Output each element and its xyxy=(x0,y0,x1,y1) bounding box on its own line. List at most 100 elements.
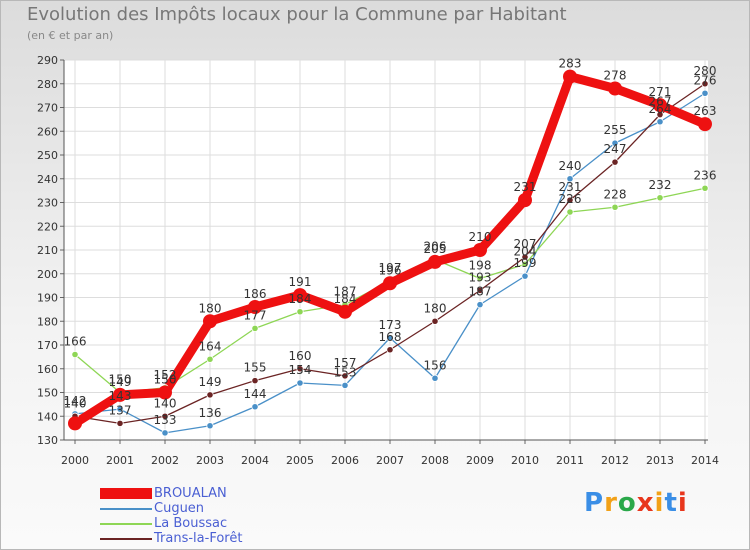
data-label-cuguen: 240 xyxy=(559,159,582,173)
data-point-broualan xyxy=(158,385,172,400)
data-point-trans-la-foret xyxy=(431,317,439,325)
y-tick-label: 260 xyxy=(37,125,58,138)
data-point-cuguen xyxy=(206,422,214,430)
data-point-la-boussac xyxy=(521,260,529,268)
data-point-trans-la-foret xyxy=(116,419,124,427)
data-point-broualan xyxy=(68,416,82,431)
x-tick-label: 2007 xyxy=(376,454,404,467)
legend-label-broualan: BROUALAN xyxy=(154,486,227,501)
data-label-trans-la-foret: 280 xyxy=(694,64,717,78)
data-point-cuguen xyxy=(476,301,484,309)
x-tick-label: 2008 xyxy=(421,454,449,467)
y-tick-label: 130 xyxy=(37,434,58,447)
data-label-cuguen: 264 xyxy=(649,102,672,116)
data-label-trans-la-foret: 168 xyxy=(379,330,402,344)
data-point-cuguen xyxy=(251,403,259,411)
legend-swatch-broualan xyxy=(100,488,152,499)
data-label-broualan: 150 xyxy=(154,373,177,387)
data-point-cuguen xyxy=(116,405,124,413)
data-point-cuguen xyxy=(161,429,169,437)
data-label-cuguen: 173 xyxy=(379,318,402,332)
data-label-cuguen: 143 xyxy=(109,389,132,403)
data-point-la-boussac xyxy=(476,274,484,283)
data-label-la-boussac: 164 xyxy=(199,339,222,353)
x-tick-label: 2006 xyxy=(331,454,359,467)
data-label-trans-la-foret: 157 xyxy=(334,356,357,370)
data-label-cuguen: 156 xyxy=(424,358,447,372)
logo-letter: t xyxy=(664,488,678,518)
data-label-la-boussac: 226 xyxy=(559,192,582,206)
x-tick-label: 2000 xyxy=(61,454,89,467)
legend-swatch-trans-la-foret xyxy=(100,538,152,540)
data-point-la-boussac xyxy=(656,194,664,202)
data-label-la-boussac: 198 xyxy=(469,259,492,273)
x-tick-label: 2004 xyxy=(241,454,269,467)
y-tick-label: 220 xyxy=(37,220,58,233)
data-point-cuguen xyxy=(521,272,529,280)
data-point-broualan xyxy=(698,117,712,132)
data-point-trans-la-foret xyxy=(251,377,259,385)
data-point-cuguen xyxy=(701,89,709,97)
data-point-trans-la-foret xyxy=(386,346,394,354)
data-label-trans-la-foret: 180 xyxy=(424,301,447,315)
data-point-broualan xyxy=(248,300,262,314)
y-tick-label: 170 xyxy=(37,339,58,352)
y-tick-label: 240 xyxy=(37,173,58,186)
data-point-broualan xyxy=(653,98,667,113)
data-label-broualan: 191 xyxy=(289,275,312,289)
x-tick-label: 2013 xyxy=(646,454,674,467)
data-label-broualan: 184 xyxy=(334,292,357,306)
logo-letter: i xyxy=(654,488,665,518)
data-point-la-boussac xyxy=(71,350,79,359)
x-tick-label: 2010 xyxy=(511,454,539,467)
data-label-la-boussac: 197 xyxy=(379,261,402,275)
data-point-trans-la-foret xyxy=(206,391,214,399)
data-point-broualan xyxy=(608,81,622,96)
data-point-trans-la-foret xyxy=(161,412,169,420)
data-point-la-boussac xyxy=(206,355,214,363)
x-tick-label: 2001 xyxy=(106,454,134,467)
data-label-trans-la-foret: 137 xyxy=(109,403,132,417)
data-point-la-boussac xyxy=(251,324,259,332)
data-point-broualan xyxy=(293,288,307,303)
data-point-la-boussac xyxy=(701,184,709,192)
y-tick-label: 190 xyxy=(37,292,58,305)
data-point-broualan xyxy=(563,69,577,84)
data-label-cuguen: 144 xyxy=(244,387,267,401)
data-label-la-boussac: 150 xyxy=(109,373,132,387)
data-label-cuguen: 276 xyxy=(694,73,717,87)
data-label-cuguen: 136 xyxy=(199,406,222,420)
data-label-la-boussac: 187 xyxy=(334,285,357,299)
logo-letter: i xyxy=(677,488,688,518)
logo-letter: P xyxy=(584,488,605,518)
y-tick-label: 160 xyxy=(37,363,58,376)
x-tick-label: 2009 xyxy=(466,454,494,467)
data-label-broualan: 278 xyxy=(604,69,627,83)
data-point-cuguen xyxy=(341,381,349,389)
chart-subtitle: (en € et par an) xyxy=(27,29,114,42)
y-tick-label: 150 xyxy=(37,387,58,400)
data-point-trans-la-foret xyxy=(566,196,574,204)
data-point-cuguen xyxy=(431,374,439,382)
data-point-la-boussac xyxy=(566,208,574,216)
data-label-trans-la-foret: 140 xyxy=(154,396,177,410)
data-point-cuguen xyxy=(611,139,619,147)
data-point-trans-la-foret xyxy=(701,80,709,88)
y-tick-label: 280 xyxy=(37,78,58,91)
data-point-cuguen xyxy=(656,118,664,126)
data-point-broualan xyxy=(338,304,352,319)
data-point-cuguen xyxy=(566,175,574,183)
data-label-cuguen: 153 xyxy=(334,365,357,379)
y-tick-label: 210 xyxy=(37,244,58,257)
legend-swatch-cuguen xyxy=(100,508,152,510)
data-label-la-boussac: 184 xyxy=(289,292,312,306)
y-tick-label: 250 xyxy=(37,149,58,162)
y-tick-label: 200 xyxy=(37,268,58,281)
data-point-broualan xyxy=(113,387,127,402)
x-tick-label: 2002 xyxy=(151,454,179,467)
data-label-la-boussac: 204 xyxy=(514,244,537,258)
x-tick-label: 2011 xyxy=(556,454,584,467)
data-label-la-boussac: 236 xyxy=(694,168,717,182)
data-point-trans-la-foret xyxy=(341,372,349,380)
